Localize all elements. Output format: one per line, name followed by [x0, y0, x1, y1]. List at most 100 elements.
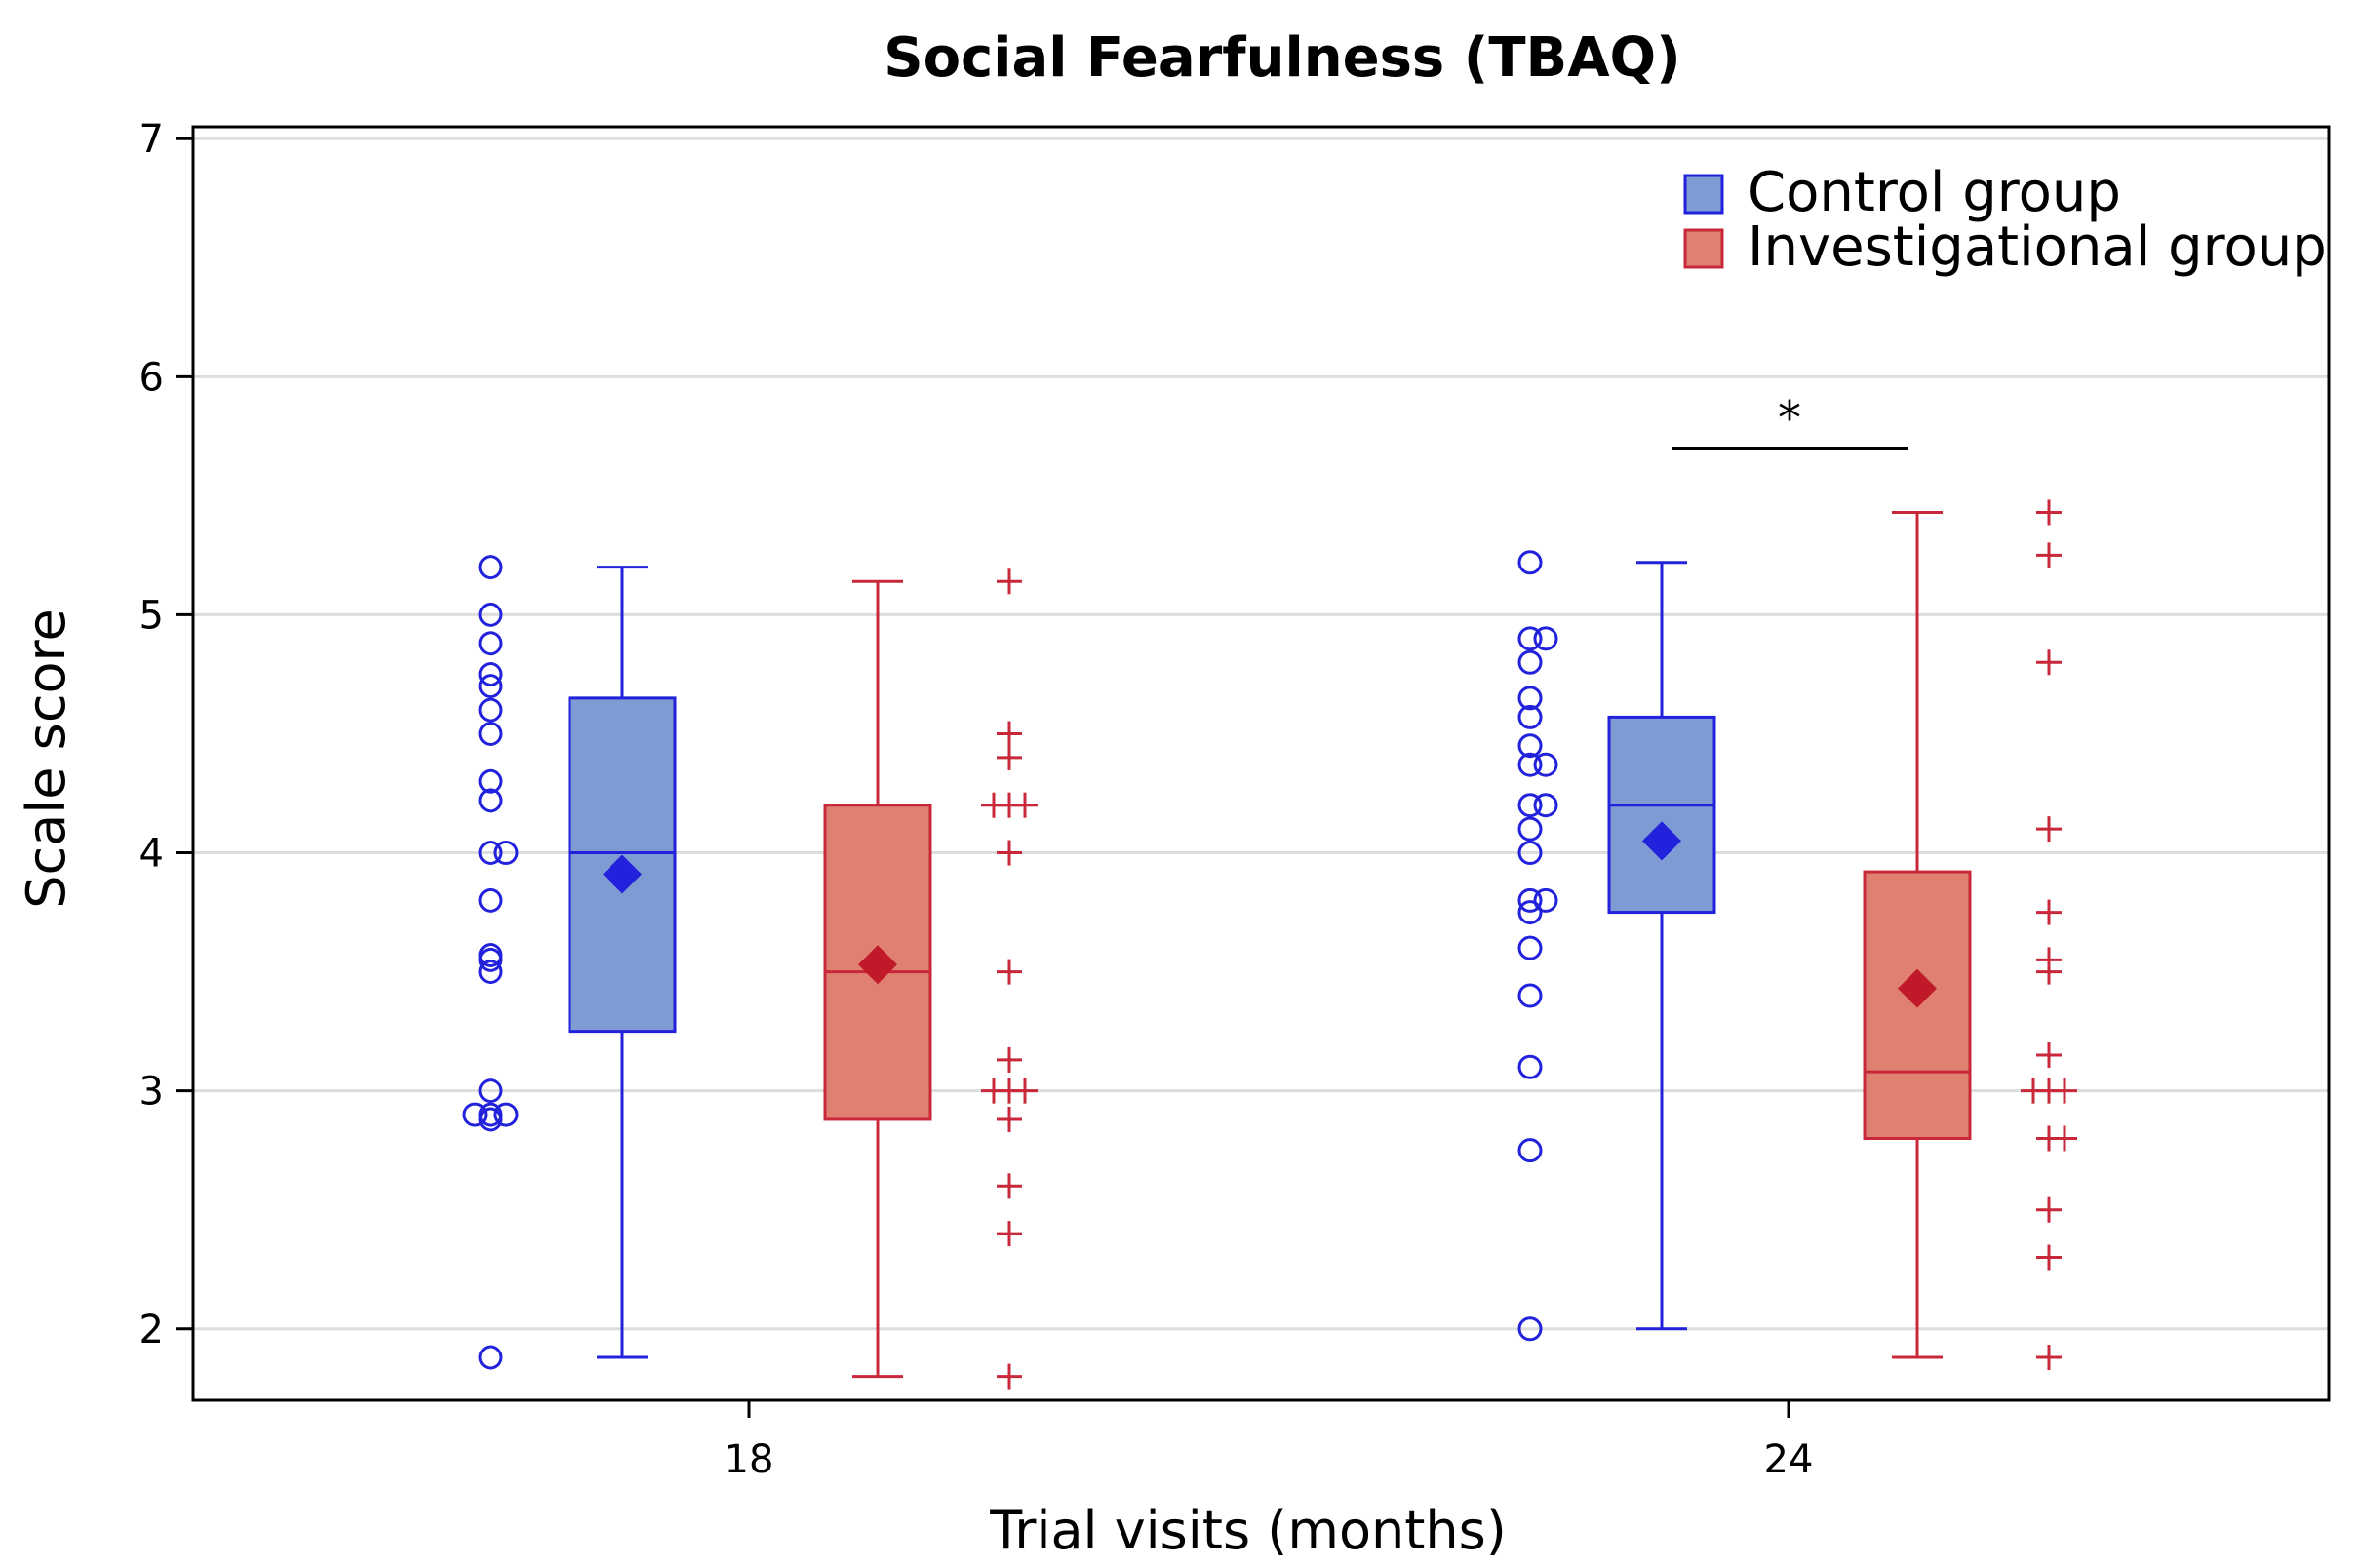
data-point [2036, 1042, 2062, 1069]
y-axis: 2 3 4 5 6 7 [139, 117, 193, 1352]
chart-title: Social Fearfulness (TBAQ) [884, 26, 1681, 90]
data-point [1517, 887, 1543, 913]
y-axis-label: Scale score [16, 608, 77, 909]
data-point [2036, 542, 2062, 568]
data-point [462, 1102, 488, 1127]
data-point [493, 1102, 519, 1127]
data-point [997, 959, 1022, 985]
significance-star: * [1778, 392, 1801, 447]
data-point [1517, 1316, 1543, 1342]
data-point [2052, 1078, 2077, 1104]
data-point [1517, 793, 1543, 818]
data-point [997, 1046, 1022, 1073]
y-tick-label-6: 6 [139, 355, 164, 400]
data-point [1517, 1138, 1543, 1163]
control-box-18 [462, 555, 677, 1370]
data-point [1517, 550, 1543, 575]
y-tick-label-7: 7 [139, 117, 164, 162]
mean-marker [1898, 968, 1937, 1008]
data-point [2036, 959, 2062, 985]
control-box-24 [1517, 550, 1716, 1342]
y-tick-label-4: 4 [139, 832, 164, 877]
data-point [1517, 1054, 1543, 1079]
data-point [478, 887, 503, 913]
box-iqr [823, 804, 932, 1121]
data-point [1533, 626, 1558, 651]
investigational-box-18 [823, 568, 1038, 1390]
data-point [478, 841, 503, 866]
data-point [1517, 935, 1543, 960]
data-point [478, 1107, 503, 1132]
x-axis: 18 24 [725, 1400, 1814, 1482]
y-tick-label-3: 3 [139, 1070, 164, 1115]
data-point [478, 768, 503, 794]
mean-marker [603, 854, 642, 894]
data-point [2052, 1125, 2077, 1152]
data-point [1533, 887, 1558, 913]
data-point [1517, 686, 1543, 711]
data-point [997, 568, 1022, 595]
data-point [997, 1221, 1022, 1247]
data-point [997, 1173, 1022, 1199]
mean-marker [1642, 821, 1681, 861]
data-point [1012, 792, 1038, 818]
data-point [1517, 733, 1543, 759]
data-point [478, 602, 503, 627]
data-point [2036, 1244, 2062, 1271]
x-axis-label: Trial visits (months) [989, 1500, 1507, 1561]
legend-swatch-investigational [1683, 228, 1724, 269]
data-point [478, 697, 503, 723]
box-iqr [1607, 715, 1716, 915]
data-point [981, 792, 1006, 818]
data-point [478, 631, 503, 656]
data-point [1517, 752, 1543, 777]
data-point [2036, 816, 2062, 843]
data-point [478, 721, 503, 746]
data-point [1517, 841, 1543, 866]
data-point [2036, 1345, 2062, 1371]
data-point [1517, 704, 1543, 729]
plot-frame [191, 125, 2331, 1402]
data-point [2036, 499, 2062, 526]
data-point [1517, 983, 1543, 1008]
data-point [1517, 626, 1543, 651]
data-point [478, 1078, 503, 1104]
data-point [981, 1078, 1006, 1104]
data-point [997, 1363, 1022, 1390]
data-point [997, 1106, 1022, 1132]
data-point [1517, 816, 1543, 842]
data-point [1012, 1078, 1038, 1104]
data-point [478, 788, 503, 813]
data-point [493, 841, 519, 866]
gridlines [193, 137, 2329, 1331]
data-point [2036, 649, 2062, 676]
data-point [1517, 649, 1543, 675]
x-tick-label-24: 24 [1764, 1437, 1814, 1482]
y-tick-label-2: 2 [139, 1308, 164, 1352]
legend-label-investigational: Investigational group [1748, 216, 2327, 279]
x-tick-label-18: 18 [725, 1437, 774, 1482]
data-point [2021, 1078, 2046, 1104]
data-point [1533, 793, 1558, 818]
data-point [997, 744, 1022, 770]
investigational-box-24 [1863, 499, 2077, 1371]
legend-swatch-control [1683, 174, 1724, 215]
y-tick-label-5: 5 [139, 593, 164, 638]
data-point [478, 947, 503, 972]
data-point [1517, 900, 1543, 925]
data-point [478, 1345, 503, 1370]
data-point [997, 721, 1022, 747]
significance-annotation: * [1672, 392, 1908, 451]
data-point [478, 674, 503, 699]
data-point [997, 840, 1022, 866]
data-point [478, 661, 503, 686]
data-point [478, 960, 503, 985]
data-point [478, 555, 503, 580]
data-point [1533, 752, 1558, 777]
chart-marks [462, 499, 2077, 1390]
mean-marker [858, 945, 897, 985]
legend-label-control: Control group [1748, 161, 2121, 224]
data-point [2036, 1196, 2062, 1223]
